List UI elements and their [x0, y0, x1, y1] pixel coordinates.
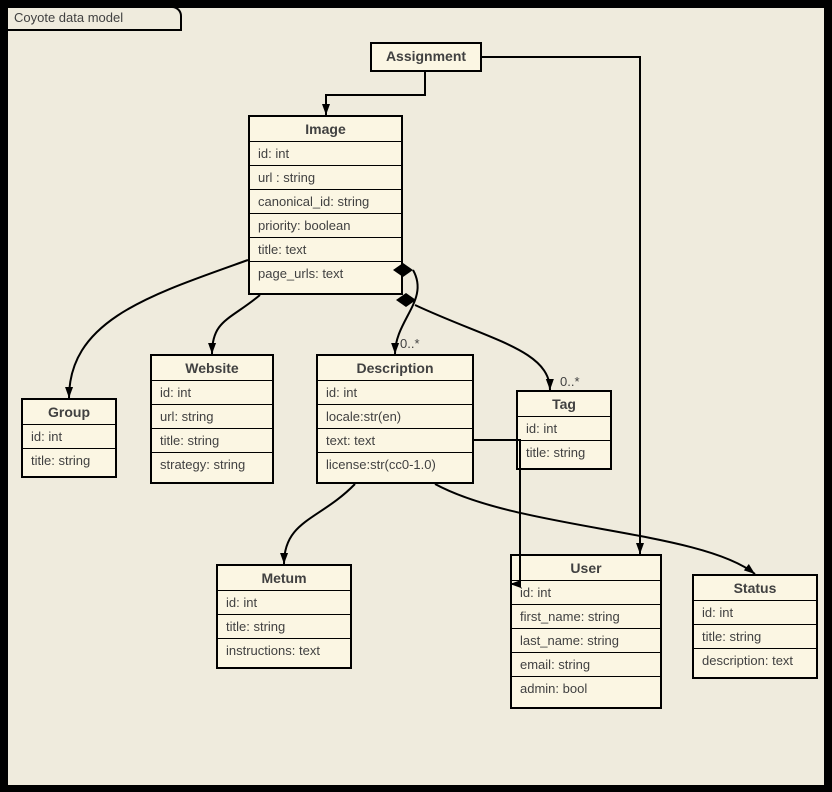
entity-row: email: string	[512, 652, 660, 676]
multiplicity-label: 0..*	[400, 336, 420, 351]
entity-row: id: int	[152, 380, 272, 404]
entity-website: Website id: int url: string title: strin…	[150, 354, 274, 484]
entity-title: Status	[694, 576, 816, 600]
diagram-title-tab: Coyote data model	[6, 6, 182, 31]
entity-row: id: int	[512, 580, 660, 604]
entity-row: url: string	[152, 404, 272, 428]
entity-row: locale:str(en)	[318, 404, 472, 428]
entity-row: page_urls: text	[250, 261, 401, 285]
diagram-title: Coyote data model	[14, 10, 123, 25]
entity-row: title: string	[518, 440, 610, 464]
entity-metum: Metum id: int title: string instructions…	[216, 564, 352, 669]
entity-status: Status id: int title: string description…	[692, 574, 818, 679]
entity-row: first_name: string	[512, 604, 660, 628]
entity-title: Group	[23, 400, 115, 424]
entity-row: priority: boolean	[250, 213, 401, 237]
entity-row: title: string	[152, 428, 272, 452]
entity-tag: Tag id: int title: string	[516, 390, 612, 470]
entity-row: id: int	[694, 600, 816, 624]
entity-row: url : string	[250, 165, 401, 189]
entity-user: User id: int first_name: string last_nam…	[510, 554, 662, 709]
entity-title: Assignment	[372, 44, 480, 68]
entity-row: title: string	[218, 614, 350, 638]
entity-group: Group id: int title: string	[21, 398, 117, 478]
entity-row: id: int	[318, 380, 472, 404]
entity-row: instructions: text	[218, 638, 350, 662]
entity-row: id: int	[23, 424, 115, 448]
entity-description: Description id: int locale:str(en) text:…	[316, 354, 474, 484]
entity-row: canonical_id: string	[250, 189, 401, 213]
entity-image: Image id: int url : string canonical_id:…	[248, 115, 403, 295]
entity-title: Metum	[218, 566, 350, 590]
entity-title: Image	[250, 117, 401, 141]
multiplicity-label: 0..*	[560, 374, 580, 389]
entity-row: title: string	[23, 448, 115, 472]
entity-title: Tag	[518, 392, 610, 416]
entity-title: User	[512, 556, 660, 580]
entity-title: Description	[318, 356, 472, 380]
entity-row: strategy: string	[152, 452, 272, 476]
entity-row: title: string	[694, 624, 816, 648]
entity-row: description: text	[694, 648, 816, 672]
entity-row: id: int	[518, 416, 610, 440]
entity-row: text: text	[318, 428, 472, 452]
entity-row: last_name: string	[512, 628, 660, 652]
entity-row: title: text	[250, 237, 401, 261]
entity-row: admin: bool	[512, 676, 660, 700]
entity-row: license:str(cc0-1.0)	[318, 452, 472, 476]
entity-assignment: Assignment	[370, 42, 482, 72]
entity-title: Website	[152, 356, 272, 380]
entity-row: id: int	[250, 141, 401, 165]
diagram-canvas: { "diagram": { "title": "Coyote data mod…	[0, 0, 832, 792]
entity-row: id: int	[218, 590, 350, 614]
